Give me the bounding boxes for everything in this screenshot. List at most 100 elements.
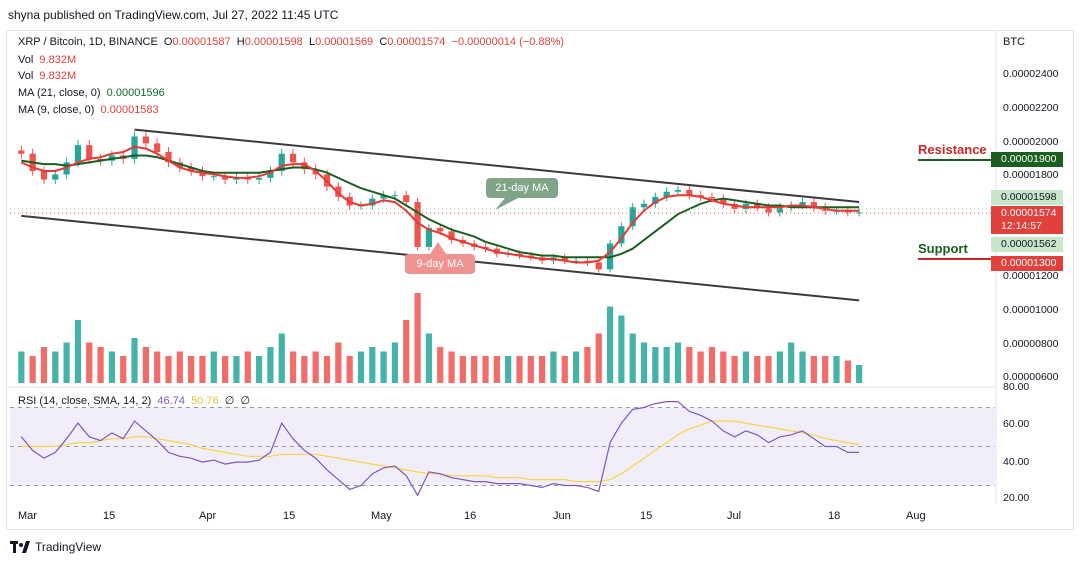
candle-body <box>391 195 399 197</box>
volume-bar <box>516 356 523 383</box>
ma9-line <box>20 145 860 264</box>
candle-body <box>686 189 693 196</box>
bar-countdown: 12:14:57 <box>1001 220 1042 232</box>
candle-body <box>52 174 59 180</box>
candle-body <box>154 143 161 153</box>
volume-bar <box>120 356 127 383</box>
volume-label: Vol <box>18 70 34 82</box>
support-price-tag: 0.00001300 <box>991 256 1063 271</box>
candle-body <box>188 167 195 171</box>
candle-body <box>810 202 817 208</box>
rsi-tick: 60.00 <box>1003 418 1030 430</box>
candle-body <box>165 152 172 163</box>
candle-body <box>403 195 410 203</box>
time-tick: Jun <box>553 510 571 522</box>
volume-bar <box>799 351 806 383</box>
price-tick: 0.00000800 <box>1003 338 1059 350</box>
time-tick: May <box>371 510 392 522</box>
time-tick: Mar <box>18 510 37 522</box>
ma21-legend: MA (21, close, 0) 0.00001596 <box>18 87 165 99</box>
candle-body <box>86 145 93 159</box>
candle-body <box>595 262 602 270</box>
volume-bar <box>335 342 342 383</box>
volume-bar <box>391 342 399 383</box>
volume-bar <box>584 347 591 383</box>
candle-body <box>289 153 297 163</box>
rsi-value: 46.74 <box>157 395 185 407</box>
resistance-annotation: Resistance <box>918 142 987 157</box>
volume-bar <box>222 356 229 383</box>
volume-bar <box>18 351 25 383</box>
close-label: C <box>379 36 388 48</box>
time-tick: 15 <box>283 510 296 522</box>
candle-body <box>776 207 783 213</box>
candle-body <box>301 162 308 170</box>
footer-brand[interactable]: TradingView <box>10 540 101 554</box>
time-tick: Aug <box>906 510 926 522</box>
volume-bar <box>459 356 466 383</box>
volume-bar <box>289 351 297 383</box>
candle-body <box>255 177 263 180</box>
rsi-tick: 80.00 <box>1003 381 1030 393</box>
last-price-value: 0.00001574 <box>1001 207 1057 219</box>
candle-body <box>652 196 659 204</box>
volume-bar <box>188 356 195 383</box>
open-value: 0.00001587 <box>172 36 231 48</box>
candle-body <box>142 136 149 144</box>
candle-body <box>572 260 580 262</box>
volume-bar <box>697 351 704 383</box>
ma9-legend: MA (9, close, 0) 0.00001583 <box>18 104 159 116</box>
candle-body <box>448 231 455 241</box>
volume-value: 9.832M <box>39 54 77 66</box>
volume-bar <box>278 333 285 383</box>
volume-bar <box>788 342 795 383</box>
time-tick: 18 <box>828 510 841 522</box>
price-tick: 0.00001000 <box>1003 304 1059 316</box>
candle-body <box>629 207 636 227</box>
change-value: −0.00000014 (−0.88%) <box>451 36 565 48</box>
candle-body <box>754 203 761 208</box>
volume-bar <box>471 356 478 383</box>
volume-bar <box>357 351 365 383</box>
candle-body <box>720 198 727 204</box>
last-price-tag: 0.00001574 12:14:57 <box>991 206 1063 234</box>
rsi-legend: RSI (14, close, SMA, 14, 2) 46.74 50.76 … <box>18 394 250 407</box>
time-tick: 15 <box>640 510 653 522</box>
rsi-label: RSI (14, close, SMA, 14, 2) <box>18 395 152 407</box>
close-value: 0.00001574 <box>387 36 446 48</box>
volume-bar <box>52 351 59 383</box>
volume-bar <box>754 356 761 383</box>
volume-bar <box>629 333 636 383</box>
volume-legend-1: Vol 9.832M <box>18 54 76 66</box>
volume-bar <box>414 293 421 383</box>
volume-bar <box>323 356 331 383</box>
volume-bar <box>652 347 659 383</box>
price-tick: 0.00002200 <box>1003 102 1059 114</box>
low-label: L <box>308 36 316 48</box>
candle-body <box>222 176 229 180</box>
volume-bar <box>482 356 489 383</box>
price-tick: 0.00001200 <box>1003 270 1059 282</box>
volume-bar <box>561 356 568 383</box>
symbol-label: XRP / Bitcoin, 1D, BINANCE <box>18 36 158 48</box>
price-unit-label: BTC <box>1003 36 1025 48</box>
volume-bar <box>86 342 93 383</box>
volume-bar <box>448 351 455 383</box>
candle-body <box>674 189 682 192</box>
price-tick: 0.00000600 <box>1003 371 1059 383</box>
candle-body <box>210 176 217 178</box>
high-price-tag: 0.00001598 <box>991 190 1063 205</box>
support-annotation: Support <box>918 241 968 256</box>
volume-bar <box>856 365 863 383</box>
footer-brand-text: TradingView <box>35 540 102 554</box>
volume-bar <box>539 356 546 383</box>
volume-bar <box>822 356 829 383</box>
volume-bar <box>618 315 625 383</box>
ma21-label: MA (21, close, 0) <box>18 87 101 99</box>
volume-bar <box>844 360 851 383</box>
resistance-price-tag: 0.00001900 <box>991 152 1063 167</box>
candle-body <box>618 226 625 244</box>
candle-body <box>663 191 670 197</box>
volume-bar <box>606 306 614 383</box>
